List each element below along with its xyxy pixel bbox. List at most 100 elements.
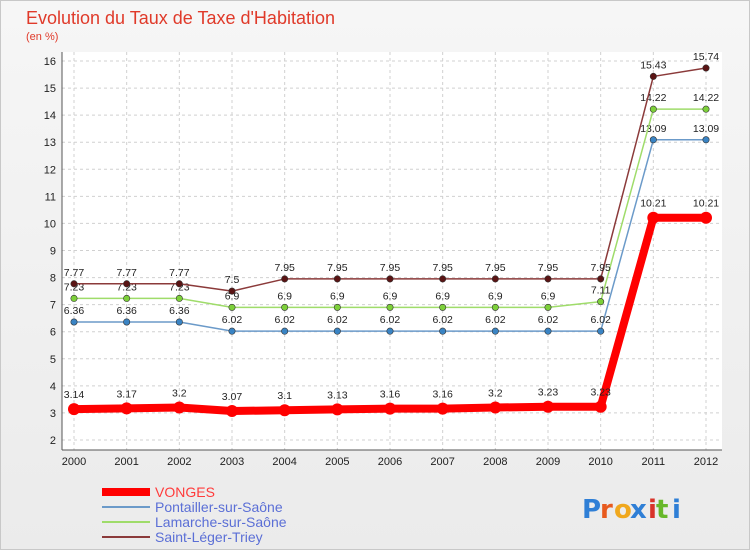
data-point bbox=[439, 327, 447, 335]
data-label: 3.2 bbox=[488, 388, 503, 400]
data-point bbox=[384, 402, 396, 415]
data-label: 15.74 bbox=[693, 51, 719, 63]
data-label: 7.77 bbox=[64, 267, 85, 279]
logo-letter: i bbox=[648, 495, 657, 525]
x-tick-label: 2007 bbox=[430, 456, 454, 468]
data-point bbox=[439, 275, 447, 283]
data-label: 7.95 bbox=[327, 262, 348, 274]
x-tick-label: 2000 bbox=[62, 456, 86, 468]
x-tick-label: 2010 bbox=[588, 456, 612, 468]
logo-letter: t bbox=[656, 495, 668, 525]
data-point bbox=[489, 401, 502, 414]
data-label: 3.2 bbox=[172, 388, 187, 400]
data-point bbox=[544, 303, 552, 311]
data-label: 6.02 bbox=[327, 314, 348, 326]
axes: 2 3 4 5 6 7 8 9 10 11 12 13 14 15 16 2000 2001 2002 2003 20… bbox=[44, 52, 722, 468]
data-point bbox=[386, 275, 394, 283]
y-tick-label: 13 bbox=[44, 137, 56, 149]
x-tick-label: 2006 bbox=[378, 456, 402, 468]
data-label: 3.07 bbox=[222, 391, 243, 403]
data-point bbox=[226, 405, 238, 418]
proxiti-logo: Pr ox i t i bbox=[582, 495, 681, 525]
data-label: 3.23 bbox=[538, 387, 559, 399]
data-label: 6.36 bbox=[116, 305, 137, 317]
y-tick-label: 2 bbox=[50, 435, 56, 447]
logo-letter: r bbox=[600, 495, 613, 525]
data-point bbox=[702, 105, 710, 113]
x-tick-label: 2012 bbox=[694, 456, 718, 468]
data-label: 6.9 bbox=[541, 290, 556, 302]
chart-subtitle: (en %) bbox=[26, 31, 58, 43]
data-label: 10.21 bbox=[640, 198, 666, 210]
data-point bbox=[281, 275, 289, 283]
legend: VONGESPontailler-sur-SaôneLamarche-sur-S… bbox=[102, 484, 287, 545]
x-tick-label: 2009 bbox=[536, 456, 560, 468]
logo-letter: o bbox=[614, 495, 632, 525]
data-point bbox=[491, 275, 499, 283]
logo-letter: i bbox=[672, 495, 681, 525]
data-point bbox=[333, 303, 341, 311]
data-point bbox=[702, 64, 710, 72]
data-point bbox=[333, 275, 341, 283]
data-label: 6.02 bbox=[590, 314, 611, 326]
x-tick-label: 2005 bbox=[325, 456, 349, 468]
legend-label: Saint-Léger-Triey bbox=[155, 529, 263, 545]
data-label: 3.13 bbox=[327, 389, 348, 401]
data-point bbox=[386, 303, 394, 311]
data-point bbox=[70, 294, 78, 302]
data-point bbox=[439, 303, 447, 311]
y-tick-label: 12 bbox=[44, 164, 56, 176]
data-label: 3.23 bbox=[590, 387, 611, 399]
data-label: 6.02 bbox=[485, 314, 506, 326]
data-point bbox=[597, 327, 605, 335]
data-label: 3.16 bbox=[380, 389, 401, 401]
data-label: 6.9 bbox=[225, 290, 240, 302]
x-tick-label: 2008 bbox=[483, 456, 507, 468]
x-tick-label: 2003 bbox=[220, 456, 244, 468]
data-label: 6.9 bbox=[330, 290, 345, 302]
data-point bbox=[123, 280, 131, 288]
data-label: 6.9 bbox=[488, 290, 503, 302]
y-tick-label: 4 bbox=[50, 381, 56, 393]
data-point bbox=[544, 327, 552, 335]
chart-title: Evolution du Taux de Taxe d'Habitation bbox=[26, 8, 335, 28]
data-label: 3.16 bbox=[432, 389, 453, 401]
y-tick-label: 3 bbox=[50, 408, 56, 420]
y-tick-label: 9 bbox=[50, 246, 56, 258]
data-label: 6.9 bbox=[435, 290, 450, 302]
data-point bbox=[491, 327, 499, 335]
data-point bbox=[594, 400, 607, 413]
data-point bbox=[70, 280, 78, 288]
y-tick-label: 15 bbox=[44, 83, 56, 95]
data-label: 3.14 bbox=[64, 389, 85, 401]
data-label: 7.77 bbox=[116, 267, 137, 279]
x-tick-label: 2004 bbox=[272, 456, 296, 468]
logo-letter: P bbox=[582, 495, 601, 525]
data-point bbox=[542, 400, 554, 413]
y-tick-label: 7 bbox=[50, 300, 56, 312]
x-tick-label: 2001 bbox=[114, 456, 138, 468]
data-point bbox=[123, 318, 131, 326]
y-tick-label: 14 bbox=[44, 110, 56, 122]
data-point bbox=[175, 280, 183, 288]
data-point bbox=[702, 136, 710, 144]
series-group: 6.36 6.36 6.36 6.02 6.02 6.02 6.02 6.02 6.02 6.02… bbox=[64, 51, 719, 418]
y-tick-label: 8 bbox=[50, 273, 56, 285]
data-label: 6.02 bbox=[538, 314, 559, 326]
data-point bbox=[175, 294, 183, 302]
data-point bbox=[649, 72, 657, 80]
data-label: 6.02 bbox=[274, 314, 295, 326]
data-label: 15.43 bbox=[640, 59, 666, 71]
data-point bbox=[228, 303, 236, 311]
data-label: 3.1 bbox=[277, 390, 292, 402]
data-point bbox=[173, 401, 186, 414]
data-label: 3.17 bbox=[116, 388, 137, 400]
data-point bbox=[281, 327, 289, 335]
data-point bbox=[278, 404, 291, 417]
data-point bbox=[597, 298, 605, 306]
data-point bbox=[123, 294, 131, 302]
y-tick-label: 16 bbox=[44, 56, 56, 68]
data-point bbox=[649, 136, 657, 144]
data-label: 7.95 bbox=[485, 262, 506, 274]
y-tick-label: 11 bbox=[45, 191, 56, 203]
